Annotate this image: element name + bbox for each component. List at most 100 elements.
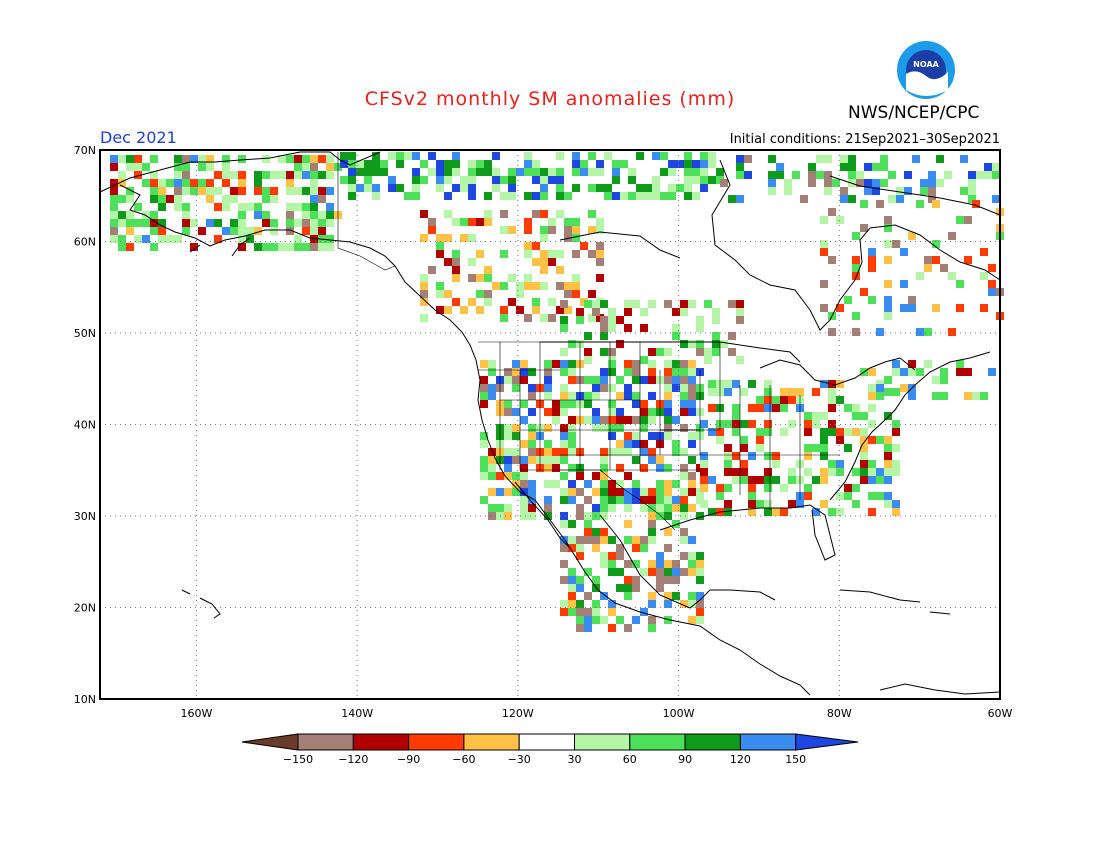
anomaly-cell	[504, 504, 512, 512]
colorbar-lower-arrow	[241, 733, 299, 751]
anomaly-cell	[648, 616, 656, 624]
anomaly-cell	[126, 195, 134, 203]
anomaly-cell	[110, 187, 118, 195]
anomaly-cell	[544, 480, 552, 488]
anomaly-cell	[624, 472, 632, 480]
anomaly-cell	[134, 219, 142, 227]
anomaly-cell	[740, 468, 748, 476]
anomaly-cell	[660, 152, 668, 160]
anomaly-cell	[254, 171, 262, 179]
longitude-label: 60W	[988, 707, 1013, 720]
anomaly-cell	[648, 368, 656, 376]
anomaly-cell	[560, 408, 568, 416]
anomaly-cell	[680, 552, 688, 560]
anomaly-cell	[372, 152, 380, 160]
anomaly-cell	[528, 496, 536, 504]
anomaly-cell	[564, 218, 572, 226]
anomaly-cell	[648, 456, 656, 464]
anomaly-cell	[480, 496, 488, 504]
anomaly-cell	[672, 576, 680, 584]
anomaly-cell	[436, 176, 444, 184]
anomaly-cell	[412, 152, 420, 160]
anomaly-cell	[916, 272, 924, 280]
anomaly-cell	[636, 152, 644, 160]
anomaly-cell	[624, 432, 632, 440]
anomaly-cell	[852, 328, 860, 336]
anomaly-cell	[318, 243, 326, 251]
anomaly-cell	[182, 187, 190, 195]
anomaly-cell	[664, 432, 672, 440]
anomaly-cell	[126, 163, 134, 171]
anomaly-cell	[512, 432, 520, 440]
anomaly-cell	[924, 264, 932, 272]
anomaly-cell	[748, 492, 756, 500]
anomaly-cell	[110, 219, 118, 227]
anomaly-cell	[592, 536, 600, 544]
anomaly-cell	[836, 508, 844, 516]
anomaly-cell	[568, 448, 576, 456]
anomaly-cell	[868, 420, 876, 428]
anomaly-cell	[688, 472, 696, 480]
anomaly-cell	[540, 192, 548, 200]
anomaly-cell	[576, 608, 584, 616]
anomaly-cell	[940, 368, 948, 376]
anomaly-cell	[656, 576, 664, 584]
anomaly-cell	[512, 488, 520, 496]
anomaly-cell	[764, 380, 772, 388]
anomaly-cell	[884, 312, 892, 320]
anomaly-cell	[860, 412, 868, 420]
anomaly-cell	[624, 560, 632, 568]
anomaly-cell	[664, 576, 672, 584]
anomaly-cell	[528, 504, 536, 512]
anomaly-cell	[932, 392, 940, 400]
anomaly-cell	[704, 356, 712, 364]
anomaly-cell	[696, 552, 704, 560]
anomaly-cell	[696, 600, 704, 608]
anomaly-cell	[190, 179, 198, 187]
anomaly-cell	[640, 424, 648, 432]
anomaly-cell	[190, 243, 198, 251]
anomaly-cell	[992, 171, 1000, 179]
anomaly-cell	[640, 568, 648, 576]
anomaly-cell	[568, 464, 576, 472]
anomaly-cell	[150, 227, 158, 235]
anomaly-cell	[222, 195, 230, 203]
anomaly-cell	[278, 171, 286, 179]
anomaly-cell	[776, 163, 784, 171]
anomaly-cell	[428, 168, 436, 176]
anomaly-cell	[484, 160, 492, 168]
anomaly-cell	[504, 408, 512, 416]
anomaly-cell	[420, 176, 428, 184]
anomaly-cell	[584, 400, 592, 408]
anomaly-cell	[512, 384, 520, 392]
anomaly-cell	[198, 155, 206, 163]
anomaly-cell	[688, 400, 696, 408]
anomaly-cell	[496, 504, 504, 512]
anomaly-cell	[764, 404, 772, 412]
anomaly-cell	[664, 568, 672, 576]
anomaly-cell	[488, 384, 496, 392]
anomaly-cell	[884, 280, 892, 288]
anomaly-cell	[632, 360, 640, 368]
anomaly-cell	[928, 195, 936, 203]
anomaly-cell	[520, 504, 528, 512]
anomaly-cell	[182, 179, 190, 187]
anomaly-cell	[828, 208, 836, 216]
colorbar-tick-label: 120	[730, 753, 751, 766]
anomaly-cell	[672, 520, 680, 528]
anomaly-cell	[588, 314, 596, 322]
anomaly-cell	[238, 243, 246, 251]
anomaly-cell	[732, 404, 740, 412]
anomaly-cell	[150, 243, 158, 251]
anomaly-cell	[516, 282, 524, 290]
anomaly-cell	[262, 243, 270, 251]
anomaly-cell	[142, 163, 150, 171]
anomaly-cell	[600, 536, 608, 544]
anomaly-cell	[516, 168, 524, 176]
anomaly-cell	[664, 400, 672, 408]
anomaly-cell	[632, 480, 640, 488]
anomaly-cell	[624, 536, 632, 544]
anomaly-cell	[468, 258, 476, 266]
anomaly-cell	[868, 368, 876, 376]
anomaly-cell	[444, 234, 452, 242]
